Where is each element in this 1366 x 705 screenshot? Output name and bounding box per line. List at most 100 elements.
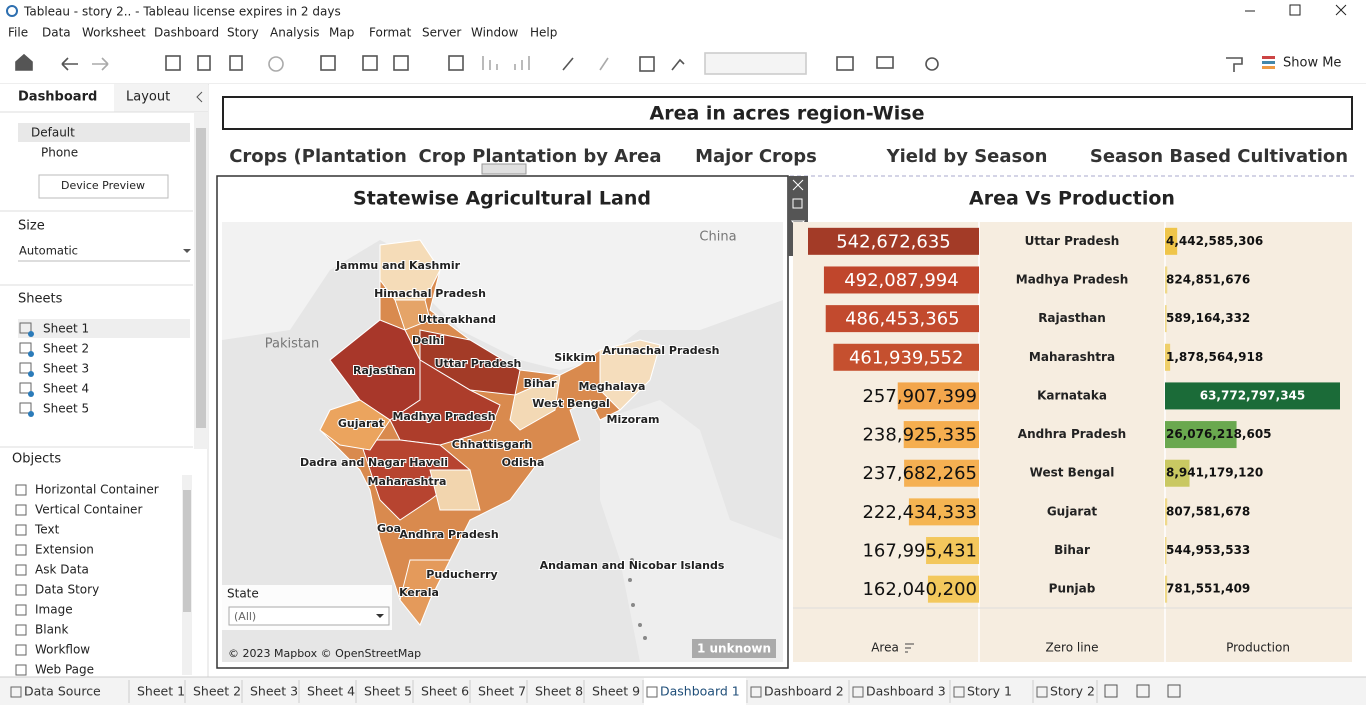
state-label[interactable]: Andhra Pradesh [398,527,499,542]
nav-button[interactable]: Crop Plantation by Area [419,146,662,167]
presentation-button[interactable] [876,56,894,69]
sort-icon[interactable] [905,643,914,653]
goto-sheet-button[interactable] [792,198,803,209]
menu-item[interactable]: Analysis [270,26,319,40]
production-bar[interactable] [1165,343,1171,371]
size-dropdown-arrow[interactable] [183,249,191,253]
production-bar[interactable] [1165,305,1167,333]
fit-dropdown[interactable] [704,52,807,75]
state-label[interactable]: Puducherry [425,567,498,582]
new-sheet-button[interactable] [320,55,336,71]
pause-button[interactable] [229,55,243,71]
state-label[interactable]: Goa [376,521,402,536]
area-bar[interactable] [808,227,979,255]
sheet-tab[interactable]: Dashboard 2 [764,684,844,699]
object-item[interactable]: Horizontal Container [35,483,159,497]
object-item[interactable]: Text [34,523,60,537]
sheet-item[interactable]: Sheet 2 [43,342,89,356]
state-label[interactable]: Gujarat [337,416,385,431]
state-label[interactable]: Madhya Pradesh [391,409,496,424]
object-item[interactable]: Vertical Container [35,503,142,517]
state-label[interactable]: Arunachal Pradesh [601,343,720,358]
area-bar[interactable] [897,382,979,410]
state-label[interactable]: Uttar Pradesh [434,356,523,371]
share-button[interactable] [925,57,939,71]
production-bar[interactable] [1165,421,1237,449]
menu-item[interactable]: Server [422,26,461,40]
state-label[interactable]: Uttarakhand [417,312,497,327]
state-category[interactable]: Andhra Pradesh [1018,427,1126,441]
menu-item[interactable]: Window [471,26,519,40]
menu-item[interactable]: File [8,26,28,40]
sheet-item[interactable]: Sheet 4 [43,382,89,396]
state-label[interactable]: Bihar [523,376,558,391]
area-bar[interactable] [904,459,979,487]
production-bar[interactable] [1165,382,1340,410]
sheet-tab[interactable]: Sheet 9 [592,684,640,699]
production-bar[interactable] [1165,459,1190,487]
state-label[interactable]: Himachal Pradesh [373,286,487,301]
sheet-tab[interactable]: Sheet 2 [193,684,241,699]
area-bar[interactable] [825,305,979,333]
area-bar[interactable] [823,266,979,294]
menu-item[interactable]: Worksheet [82,26,146,40]
state-category[interactable]: Madhya Pradesh [1016,272,1129,286]
restore-button[interactable] [1289,4,1301,16]
object-item[interactable]: Extension [35,543,94,557]
unknown-badge[interactable] [692,639,776,658]
area-bar[interactable] [833,343,979,371]
new-tab-button[interactable] [1167,684,1181,698]
object-item[interactable]: Workflow [35,643,90,657]
nav-button[interactable]: Yield by Season [886,146,1048,167]
production-bar[interactable] [1165,266,1168,294]
area-bar[interactable] [903,421,979,449]
panel-tab[interactable]: Dashboard [18,90,97,105]
sheet-item[interactable]: Sheet 5 [43,402,89,416]
state-label[interactable]: Meghalaya [578,379,647,394]
menu-item[interactable]: Format [369,26,412,40]
duplicate-button[interactable] [362,55,378,71]
production-bar[interactable] [1165,575,1168,603]
state-category[interactable]: Rajasthan [1038,311,1106,325]
object-item[interactable]: Web Page [35,663,94,677]
menu-item[interactable]: Story [227,26,259,40]
state-label[interactable]: Sikkim [553,350,597,365]
collapse-panel[interactable] [196,91,203,103]
menu-item[interactable]: Map [329,26,354,40]
state-label[interactable]: Maharashtra [367,474,448,489]
sheet-item[interactable]: Sheet 1 [43,322,89,336]
device-option[interactable]: Default [31,126,75,140]
sheet-tab[interactable]: Story 2 [1050,684,1095,699]
area-bar[interactable] [926,537,979,565]
state-label[interactable]: Odisha [501,455,546,470]
new-tab-button[interactable] [1136,684,1150,698]
sheet-item[interactable]: Sheet 3 [43,362,89,376]
nav-button[interactable]: Crops (Plantation [229,146,407,167]
sheet-tab[interactable]: Sheet 8 [535,684,583,699]
state-label[interactable]: West Bengal [531,396,611,411]
group-button[interactable] [599,57,609,71]
state-label[interactable]: Dadra and Nagar Haveli [299,455,449,470]
state-label[interactable]: Andaman and Nicobar Islands [539,558,726,573]
state-category[interactable]: Bihar [1054,543,1090,557]
state-label[interactable]: Chhattisgarh [451,437,534,452]
production-bar[interactable] [1165,227,1178,255]
object-item[interactable]: Ask Data [35,563,89,577]
sheet-tab[interactable]: Story 1 [967,684,1012,699]
state-label[interactable]: Kerala [398,585,440,600]
state-label[interactable]: Mizoram [606,412,661,427]
home-button[interactable] [15,53,33,71]
save-button[interactable] [165,55,181,71]
sheet-tab[interactable]: Dashboard 3 [866,684,946,699]
state-category[interactable]: Maharashtra [1029,350,1115,364]
object-item[interactable]: Image [35,603,73,617]
move-handle[interactable] [481,163,527,175]
clear-button[interactable] [393,55,409,71]
state-category[interactable]: Punjab [1049,582,1096,596]
state-category[interactable]: West Bengal [1030,466,1115,480]
panel-tab[interactable]: Layout [126,90,170,105]
sheet-tab[interactable]: Dashboard 1 [660,684,740,699]
state-label[interactable]: Delhi [411,333,445,348]
area-bar[interactable] [908,498,979,526]
sheet-tab[interactable]: Sheet 3 [250,684,298,699]
